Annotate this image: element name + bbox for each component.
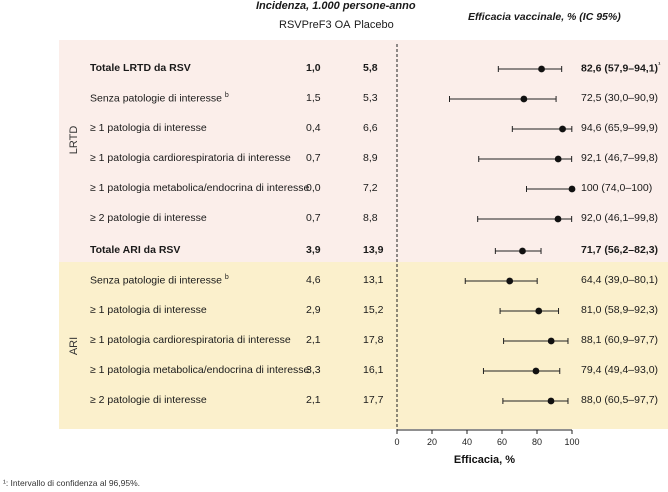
row-label-text: ≥ 1 patologia metabolica/endocrina di in… xyxy=(90,364,310,376)
efficacy-value: 81,0 (58,9–92,3) xyxy=(581,304,659,316)
placebo-incidence: 6,6 xyxy=(363,122,378,134)
point-estimate xyxy=(554,155,562,163)
efficacy-footnote-mark: ¹ xyxy=(658,62,661,69)
placebo-incidence: 15,2 xyxy=(363,304,384,316)
efficacy-value: 72,5 (30,0–90,9) xyxy=(581,92,659,104)
vaccine-incidence: 0,4 xyxy=(306,122,321,134)
efficacy-header: Efficacia vaccinale, % (IC 95%) xyxy=(468,11,621,23)
placebo-incidence: 13,9 xyxy=(363,244,384,256)
row-label: ≥ 2 patologie di interesse xyxy=(90,212,207,224)
efficacy-value: 92,0 (46,1–99,8) xyxy=(581,212,659,224)
row-label: Totale ARI da RSV xyxy=(90,244,180,256)
row-label: ≥ 1 patologia di interesse xyxy=(90,122,207,134)
point-estimate xyxy=(568,185,576,193)
x-tick-label: 40 xyxy=(462,437,472,447)
point-estimate xyxy=(532,367,540,375)
incidence-header: Incidenza, 1.000 persone-anno xyxy=(256,0,416,12)
placebo-incidence: 13,1 xyxy=(363,274,384,286)
row-label-text: Totale ARI da RSV xyxy=(90,244,181,256)
vaccine-incidence: 4,6 xyxy=(306,274,321,286)
point-estimate xyxy=(519,247,526,255)
row-label: ≥ 1 patologia di interesse xyxy=(90,304,207,316)
row-label: Senza patologie di interesse b xyxy=(90,92,229,105)
point-estimate xyxy=(559,125,566,133)
efficacy-value: 88,1 (60,9–97,7) xyxy=(581,334,659,346)
efficacy-value: 88,0 (60,5–97,7) xyxy=(581,394,659,406)
vaccine-incidence: 0,7 xyxy=(306,212,321,224)
row-label-text: Senza patologie di interesse xyxy=(90,274,222,287)
row-label-footnote-mark: b xyxy=(224,92,229,99)
vaccine-incidence: 3,9 xyxy=(306,244,321,256)
row-label-text: ≥ 2 patologie di interesse xyxy=(90,212,207,224)
placebo-incidence: 8,8 xyxy=(363,212,378,224)
placebo-incidence: 5,3 xyxy=(363,92,378,104)
vaccine-incidence: 0,0 xyxy=(306,182,321,194)
x-tick-label: 100 xyxy=(564,437,579,447)
placebo-incidence: 7,2 xyxy=(363,182,378,194)
point-estimate xyxy=(520,95,528,103)
vaccine-column-header: RSVPreF3 OA xyxy=(279,19,351,31)
row-label: ≥ 1 patologia metabolica/endocrina di in… xyxy=(90,182,309,194)
placebo-incidence: 16,1 xyxy=(363,364,384,376)
vaccine-incidence: 2,9 xyxy=(306,304,321,316)
vaccine-incidence: 1,5 xyxy=(306,92,321,104)
point-estimate xyxy=(547,337,555,345)
row-label: ≥ 2 patologie di interesse xyxy=(90,394,207,406)
efficacy-value: 92,1 (46,7–99,8) xyxy=(581,152,659,164)
vaccine-incidence: 2,1 xyxy=(306,334,321,346)
efficacy-value: 94,6 (65,9–99,9) xyxy=(581,122,659,134)
placebo-incidence: 5,8 xyxy=(363,62,378,74)
row-label-text: ≥ 1 patologia metabolica/endocrina di in… xyxy=(90,182,310,194)
row-label-text: Totale LRTD da RSV xyxy=(90,62,191,74)
row-label: Totale LRTD da RSV xyxy=(90,62,191,74)
row-label: Senza patologie di interesse b xyxy=(90,274,229,287)
vaccine-incidence: 1,0 xyxy=(306,62,321,74)
point-estimate xyxy=(506,277,514,285)
lrtd-group-band xyxy=(59,40,668,262)
row-label: ≥ 1 patologia cardiorespiratoria di inte… xyxy=(90,152,291,164)
row-label-footnote-mark: b xyxy=(224,274,229,281)
x-tick-label: 60 xyxy=(497,437,507,447)
point-estimate xyxy=(535,307,543,315)
x-axis-title: Efficacia, % xyxy=(454,454,515,466)
row-label-text: ≥ 1 patologia di interesse xyxy=(90,304,207,316)
efficacy-value: 71,7 (56,2–82,3) xyxy=(581,244,659,256)
placebo-incidence: 8,9 xyxy=(363,152,378,164)
row-label-text: Senza patologie di interesse xyxy=(90,92,222,105)
x-tick-label: 80 xyxy=(532,437,542,447)
point-estimate xyxy=(547,397,555,405)
placebo-column-header: Placebo xyxy=(354,19,394,31)
x-tick-label: 20 xyxy=(427,437,437,447)
point-estimate xyxy=(554,215,562,223)
efficacy-value: 79,4 (49,4–93,0) xyxy=(581,364,659,376)
efficacy-value: 64,4 (39,0–80,1) xyxy=(581,274,659,286)
footnote: ¹: Intervallo di confidenza al 96,95%. xyxy=(3,478,141,488)
x-tick-label: 0 xyxy=(394,437,399,447)
row-label-text: ≥ 1 patologia cardiorespiratoria di inte… xyxy=(90,334,291,346)
efficacy-value: 82,6 (57,9–94,1)¹ xyxy=(581,62,661,75)
vaccine-incidence: 2,1 xyxy=(306,394,321,406)
efficacy-value: 100 (74,0–100) xyxy=(581,182,653,194)
row-label: ≥ 1 patologia metabolica/endocrina di in… xyxy=(90,364,309,376)
row-label-text: ≥ 2 patologie di interesse xyxy=(90,394,207,406)
placebo-incidence: 17,7 xyxy=(363,394,384,406)
placebo-incidence: 17,8 xyxy=(363,334,384,346)
row-label: ≥ 1 patologia cardiorespiratoria di inte… xyxy=(90,334,291,346)
vaccine-incidence: 0,7 xyxy=(306,152,321,164)
vaccine-incidence: 3,3 xyxy=(306,364,321,376)
row-label-text: ≥ 1 patologia di interesse xyxy=(90,122,207,134)
row-label-text: ≥ 1 patologia cardiorespiratoria di inte… xyxy=(90,152,291,164)
point-estimate xyxy=(538,65,545,73)
